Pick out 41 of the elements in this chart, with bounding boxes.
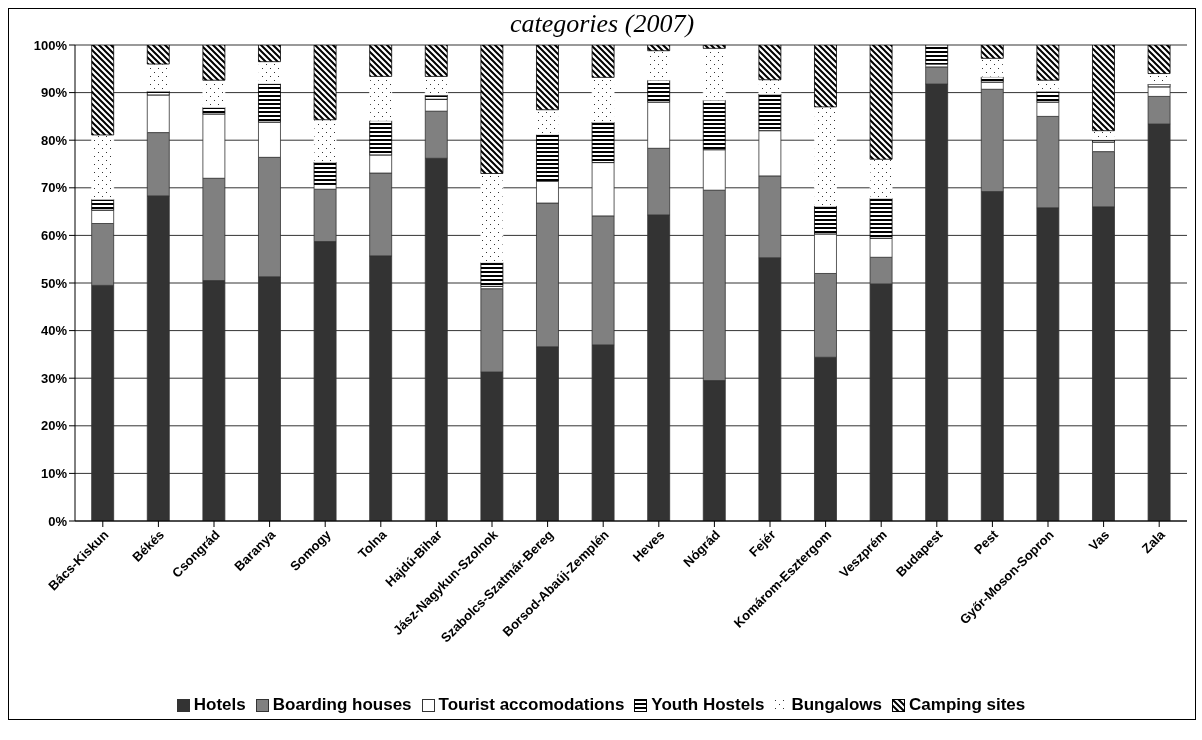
legend-label: Boarding houses — [271, 695, 412, 715]
y-tick-label: 0% — [48, 513, 68, 529]
bar — [91, 198, 115, 211]
y-tick-label: 90% — [40, 85, 68, 101]
y-tick-label: 10% — [40, 466, 68, 482]
bar — [814, 205, 837, 235]
bar — [480, 173, 504, 263]
bar — [258, 61, 281, 84]
legend-label: Tourist accomodations — [437, 695, 625, 715]
bar — [313, 119, 337, 163]
y-tick-label: 20% — [40, 418, 68, 434]
bar — [1036, 79, 1060, 92]
bar — [758, 93, 782, 132]
y-tick-label: 70% — [40, 180, 68, 196]
bar — [702, 47, 726, 101]
bar — [202, 79, 226, 108]
bar — [1147, 73, 1171, 85]
y-tick-label: 60% — [40, 228, 68, 244]
bar — [647, 50, 671, 81]
bar — [536, 109, 559, 135]
bar — [146, 63, 170, 92]
legend-label: Camping sites — [908, 695, 1026, 715]
x-tick-label: Zala — [1138, 526, 1169, 557]
y-tick-label: 40% — [40, 323, 68, 339]
legend-label: Bungalows — [790, 695, 883, 715]
bar — [91, 134, 115, 200]
bar — [202, 106, 226, 115]
bar — [758, 79, 782, 95]
y-tick-label: 80% — [40, 132, 68, 148]
y-tick-label: 50% — [40, 275, 68, 291]
x-tick-label: Vas — [1085, 527, 1113, 554]
bar — [980, 57, 1004, 78]
bar — [869, 158, 893, 199]
legend-label: Youth Hostels — [650, 695, 765, 715]
bar — [1092, 130, 1115, 141]
y-tick-label: 30% — [40, 370, 68, 386]
bar — [313, 161, 337, 185]
bar — [814, 106, 837, 207]
chart-title: categories (2007) — [508, 9, 696, 39]
legend-label: Hotels — [192, 695, 246, 715]
y-tick-label: 100% — [33, 37, 68, 53]
